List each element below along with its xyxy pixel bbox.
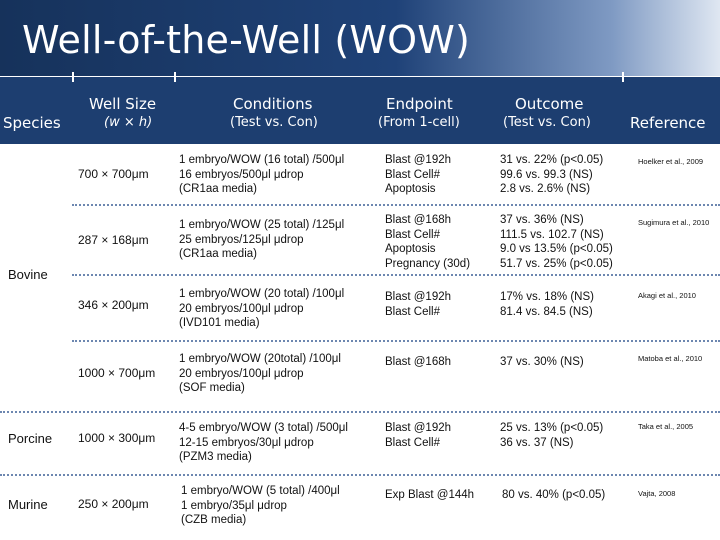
row-separator <box>72 340 720 342</box>
reference-cell: Vajta, 2008 <box>638 489 676 498</box>
header-conditions-sub: (Test vs. Con) <box>230 115 318 130</box>
endpoint-cell: Blast @168h Blast Cell# Apoptosis Pregnancy… <box>385 214 471 270</box>
conditions-cell: 1 embryo/WOW (20total) /100μl 20 embryos/… <box>179 353 341 394</box>
header-well-size: Well Size <box>89 95 157 113</box>
well-size-cell: 700 × 700μm <box>78 167 149 181</box>
well-size-cell: 1000 × 700μm <box>78 366 156 380</box>
well-size-cell: 1000 × 300μm <box>78 431 156 445</box>
title-bar <box>0 0 720 76</box>
header-endpoint: Endpoint <box>386 95 453 113</box>
endpoint-cell: Exp Blast @144h <box>385 489 475 501</box>
row-separator <box>72 204 720 206</box>
header-reference: Reference <box>630 114 706 132</box>
species-bovine: Bovine <box>8 267 48 282</box>
header-tick <box>174 72 176 82</box>
endpoint-cell: Blast @192h Blast Cell# <box>385 422 452 449</box>
header-tick <box>622 72 624 82</box>
conditions-cell: 1 embryo/WOW (5 total) /400μl 1 embryo/35… <box>181 485 340 526</box>
endpoint-cell: Blast @168h <box>385 356 452 368</box>
conditions-cell: 1 embryo/WOW (25 total) /125μl 25 embryos… <box>179 219 345 260</box>
outcome-cell: 37 vs. 30% (NS) <box>500 356 584 368</box>
species-porcine: Porcine <box>8 431 53 446</box>
header-outcome-sub: (Test vs. Con) <box>503 115 591 130</box>
reference-cell: Matoba et al., 2010 <box>638 354 703 363</box>
well-size-cell: 250 × 200μm <box>78 497 149 511</box>
endpoint-cell: Blast @192h Blast Cell# <box>385 291 452 318</box>
reference-cell: Akagi et al., 2010 <box>638 291 696 300</box>
conditions-cell: 1 embryo/WOW (16 total) /500μl 16 embryos… <box>179 154 345 195</box>
header-outcome: Outcome <box>515 95 584 113</box>
outcome-cell: 17% vs. 18% (NS) 81.4 vs. 84.5 (NS) <box>500 291 594 318</box>
header-species: Species <box>3 114 61 132</box>
header-conditions: Conditions <box>233 95 313 113</box>
endpoint-cell: Blast @192h Blast Cell# Apoptosis <box>385 154 452 195</box>
well-size-cell: 287 × 168μm <box>78 233 149 247</box>
reference-cell: Sugimura et al., 2010 <box>638 218 710 227</box>
reference-cell: Hoelker et al., 2009 <box>638 157 704 166</box>
header-well-size-sub: (w × h) <box>104 115 153 130</box>
row-separator <box>72 274 720 276</box>
header-endpoint-sub: (From 1-cell) <box>378 115 460 130</box>
slide-title: Well-of-the-Well (WOW) <box>22 18 471 62</box>
outcome-cell: 80 vs. 40% (p<0.05) <box>502 489 606 501</box>
conditions-cell: 1 embryo/WOW (20 total) /100μl 20 embryos… <box>179 288 345 329</box>
species-murine: Murine <box>8 497 48 512</box>
outcome-cell: 37 vs. 36% (NS) 111.5 vs. 102.7 (NS) 9.0 v… <box>500 214 613 270</box>
well-size-cell: 346 × 200μm <box>78 298 149 312</box>
group-separator <box>0 474 720 476</box>
reference-cell: Taka et al., 2005 <box>638 422 694 431</box>
group-separator <box>0 411 720 413</box>
header-tick <box>72 72 74 82</box>
table-header <box>0 77 720 144</box>
conditions-cell: 4-5 embryo/WOW (3 total) /500μl 12-15 emb… <box>179 422 348 463</box>
outcome-cell: 25 vs. 13% (p<0.05) 36 vs. 37 (NS) <box>500 422 604 449</box>
outcome-cell: 31 vs. 22% (p<0.05) 99.6 vs. 99.3 (NS) 2.8… <box>500 154 604 195</box>
